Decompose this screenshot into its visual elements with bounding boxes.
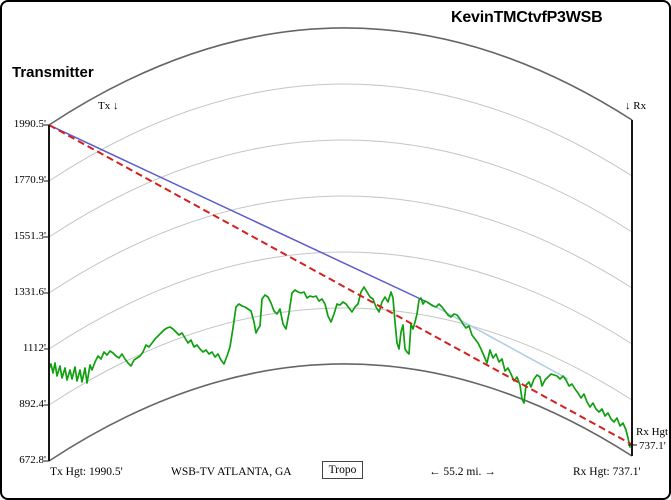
tropo-button[interactable]: Tropo — [322, 461, 363, 479]
rx-marker-label: ↓ Rx — [625, 100, 647, 112]
earth-curve-gridline-arc — [48, 251, 633, 350]
earth-curve-gridline-arc — [48, 139, 633, 238]
rx-height-side-value: 737.1' — [639, 440, 666, 452]
terrain-line — [48, 286, 631, 448]
earth-curve-gridline-arc — [48, 83, 633, 182]
direct-path-line — [48, 124, 634, 446]
y-axis-tick-label: 1112' — [22, 342, 46, 354]
y-axis-tick-label: 672.8' — [19, 454, 46, 466]
footer-tx-height: Tx Hgt: 1990.5' — [50, 466, 123, 478]
earth-curve-gridline-arc — [48, 307, 633, 406]
y-axis-tick-label: 1770.9' — [13, 174, 46, 186]
footer-station-name: WSB-TV ATLANTA, GA — [171, 466, 292, 478]
tx-marker-label: Tx ↓ — [98, 100, 119, 112]
line-of-sight-line — [48, 124, 428, 303]
page-title: KevinTMCtvfP3WSB — [451, 9, 603, 26]
y-axis-tick-label: 1551.3' — [13, 230, 46, 242]
diffraction-segment-line — [426, 301, 569, 380]
transmitter-label: Transmitter — [12, 64, 94, 81]
earth-curve-boundary-arc — [48, 363, 633, 462]
earth-curve-gridline-arc — [48, 195, 633, 294]
y-axis-tick-label: 1331.6' — [13, 286, 46, 298]
rx-height-side-label: Rx Hgt: — [636, 426, 671, 438]
y-axis-tick-label: 1990.5' — [13, 118, 46, 130]
earth-curve-boundary-arc — [48, 27, 633, 126]
y-axis-tick-label: 892.4' — [19, 398, 46, 410]
footer-rx-height: Rx Hgt: 737.1' — [573, 466, 641, 478]
footer-path-distance: ← 55.2 mi. → — [429, 466, 496, 478]
